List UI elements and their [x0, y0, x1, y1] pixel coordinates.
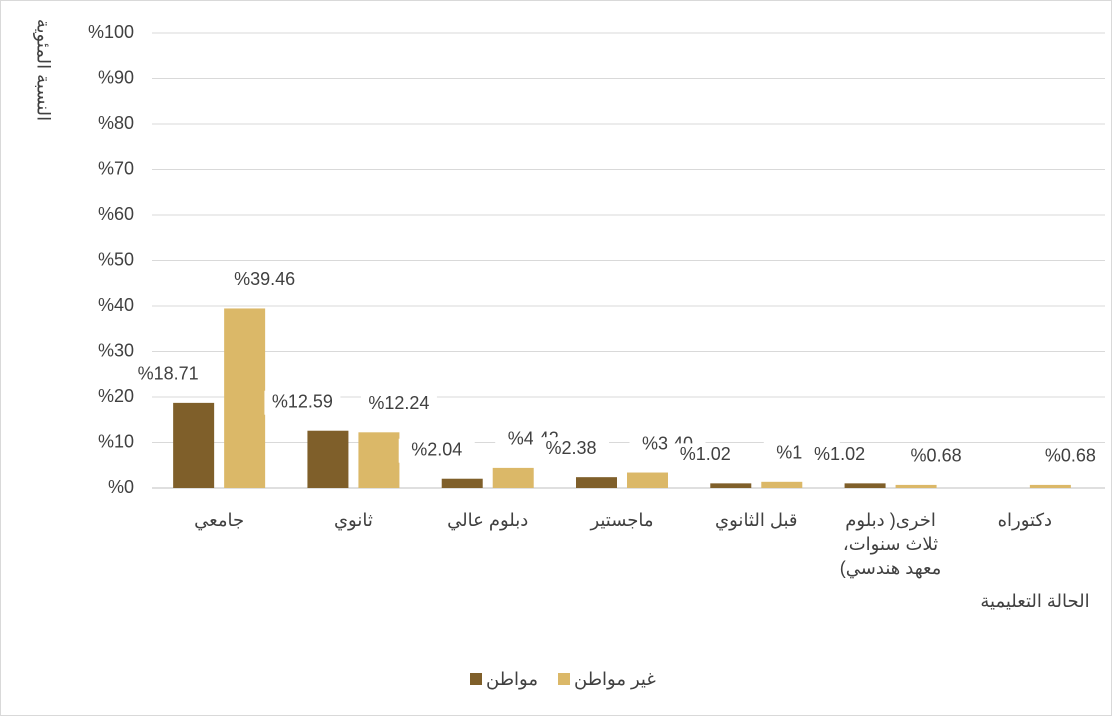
value-label: %1.02: [814, 444, 865, 464]
bar: [576, 477, 617, 488]
value-label: %2.04: [411, 439, 462, 459]
y-tick-label: %20: [98, 386, 134, 406]
y-tick-label: %100: [88, 22, 134, 42]
bar: [895, 484, 937, 488]
bar: [627, 472, 668, 488]
value-label-bg: [264, 390, 341, 415]
y-axis-label: النسبة المئوية: [32, 19, 53, 121]
y-tick-label: %10: [98, 431, 134, 451]
y-tick-label: %70: [98, 158, 134, 178]
value-label-bg: [533, 437, 609, 462]
legend-label: مواطن: [486, 669, 538, 690]
value-label-bg: [898, 444, 975, 469]
y-tick-label: %30: [98, 340, 134, 360]
legend-swatch: [470, 673, 482, 685]
bar: [224, 308, 266, 488]
bar: [492, 467, 534, 488]
bar: [441, 478, 483, 488]
value-label-bg: [398, 438, 475, 463]
value-label-bg: [226, 268, 303, 293]
legend-swatch: [558, 673, 570, 685]
y-tick-label: %60: [98, 204, 134, 224]
value-label: %12.24: [368, 393, 429, 413]
bar: [761, 481, 803, 488]
bar: [307, 430, 349, 488]
x-tick-label: ثانوي: [333, 510, 373, 530]
bar: [710, 483, 752, 488]
value-label: %12.59: [272, 391, 333, 411]
bar: [173, 402, 215, 488]
value-label-bg: [130, 362, 207, 387]
value-label-bg: [360, 392, 437, 417]
y-tick-label: %50: [98, 249, 134, 269]
x-axis-label: الحالة التعليمية: [980, 591, 1089, 611]
x-tick-label: دبلوم عالي: [447, 510, 529, 530]
value-label: %1.02: [680, 444, 731, 464]
value-label: %0.68: [911, 446, 962, 466]
value-label-bg: [667, 443, 744, 468]
bar: [358, 432, 400, 488]
value-label: %2.38: [545, 438, 596, 458]
x-tick-label: اخرى( دبلوم ثلاث سنوات، معهد هندسي): [839, 510, 942, 578]
bar: [1029, 484, 1071, 488]
x-tick-label: دكتوراه: [997, 510, 1053, 530]
value-label-bg: [1032, 444, 1109, 469]
value-label: %18.71: [138, 364, 199, 384]
y-tick-label: %40: [98, 295, 134, 315]
y-tick-label: %80: [98, 113, 134, 133]
value-label-bg: [801, 443, 878, 468]
value-label: %0.68: [1045, 446, 1096, 466]
y-tick-label: %90: [98, 67, 134, 87]
value-label: %39.46: [234, 269, 295, 289]
x-tick-label: قبل الثانوي: [715, 510, 798, 530]
x-tick-label: جامعي: [194, 510, 245, 530]
legend-label: غير مواطن: [574, 669, 656, 690]
x-tick-label: ماجستير: [590, 510, 654, 530]
y-tick-label: %0: [108, 477, 134, 497]
bar: [844, 483, 886, 488]
